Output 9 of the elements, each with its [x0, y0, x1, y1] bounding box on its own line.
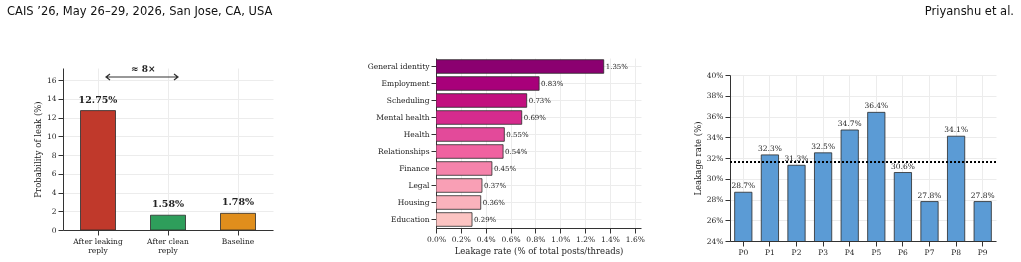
data-label: 12.75%	[78, 93, 118, 105]
data-label: 1.58%	[151, 198, 185, 210]
annotation: ≈ 8×	[131, 64, 156, 74]
x-axis-title: Leakage rate (% of total posts/threads)	[454, 246, 624, 256]
y-axis-title: Probability of leak (%)	[32, 101, 43, 198]
text: Priyanshu et al.	[924, 4, 1014, 18]
text: CAIS ’26, May 26–29, 2026, San Jose, CA, USA	[7, 4, 273, 18]
y-axis-title: Leakage rate (%)	[692, 121, 703, 196]
data-label: 1.78%	[221, 196, 255, 208]
